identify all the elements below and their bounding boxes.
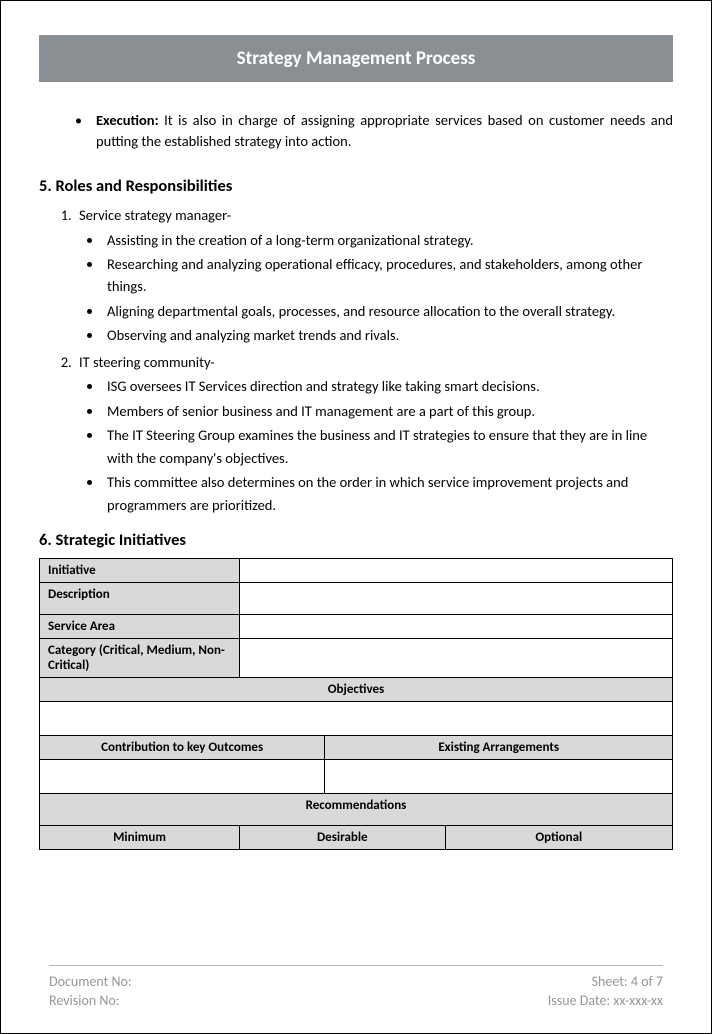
page-footer: Document No: Sheet: 4 of 7 Revision No: … bbox=[49, 965, 663, 1011]
section-5-heading: 5. Roles and Responsibilities bbox=[39, 176, 673, 196]
execution-label: Execution: bbox=[96, 111, 159, 129]
role-1: Service strategy manager- Assisting in t… bbox=[75, 204, 673, 347]
roles-list: Service strategy manager- Assisting in t… bbox=[75, 204, 673, 516]
page-title-banner: Strategy Management Process bbox=[39, 35, 673, 82]
label-service-area: Service Area bbox=[40, 615, 240, 639]
cell-existing-value bbox=[325, 760, 673, 794]
bullet-icon: • bbox=[75, 110, 82, 152]
role-2-sublist: ISG oversees IT Services direction and s… bbox=[103, 375, 673, 516]
label-contribution: Contribution to key Outcomes bbox=[40, 736, 325, 760]
table-row: Category (Critical, Medium, Non-Critical… bbox=[40, 639, 673, 678]
footer-sheet: Sheet: 4 of 7 bbox=[592, 972, 663, 992]
list-item: Aligning departmental goals, processes, … bbox=[103, 300, 673, 322]
label-minimum: Minimum bbox=[40, 826, 240, 850]
label-category: Category (Critical, Medium, Non-Critical… bbox=[40, 639, 240, 678]
label-description: Description bbox=[40, 583, 240, 615]
cell-category-value bbox=[240, 639, 673, 678]
cell-initiative-value bbox=[240, 559, 673, 583]
list-item: The IT Steering Group examines the busin… bbox=[103, 424, 673, 469]
label-initiative: Initiative bbox=[40, 559, 240, 583]
role-1-title: Service strategy manager- bbox=[79, 206, 231, 224]
table-row bbox=[40, 702, 673, 736]
label-objectives: Objectives bbox=[40, 678, 673, 702]
table-row: Recommendations bbox=[40, 794, 673, 826]
label-optional: Optional bbox=[445, 826, 672, 850]
footer-divider bbox=[49, 965, 663, 966]
execution-bullet: • Execution: It is also in charge of ass… bbox=[75, 110, 673, 152]
table-row: Objectives bbox=[40, 678, 673, 702]
footer-issue-date: Issue Date: xx-xxx-xx bbox=[548, 991, 663, 1011]
label-existing: Existing Arrangements bbox=[325, 736, 673, 760]
table-row: Minimum Desirable Optional bbox=[40, 826, 673, 850]
cell-description-value bbox=[240, 583, 673, 615]
role-2: IT steering community- ISG oversees IT S… bbox=[75, 351, 673, 516]
section-6-heading: 6. Strategic Initiatives bbox=[39, 530, 673, 550]
table-row: Contribution to key Outcomes Existing Ar… bbox=[40, 736, 673, 760]
label-desirable: Desirable bbox=[240, 826, 446, 850]
list-item: Assisting in the creation of a long-term… bbox=[103, 229, 673, 251]
footer-rev-no: Revision No: bbox=[49, 991, 120, 1011]
footer-doc-no: Document No: bbox=[49, 972, 132, 992]
execution-text: It is also in charge of assigning approp… bbox=[96, 111, 673, 150]
table-row: Service Area bbox=[40, 615, 673, 639]
label-recommendations: Recommendations bbox=[40, 794, 673, 826]
list-item: Observing and analyzing market trends an… bbox=[103, 324, 673, 346]
cell-service-area-value bbox=[240, 615, 673, 639]
list-item: Members of senior business and IT manage… bbox=[103, 400, 673, 422]
cell-objectives-value bbox=[40, 702, 673, 736]
initiatives-table: Initiative Description Service Area Cate… bbox=[39, 558, 673, 850]
list-item: Researching and analyzing operational ef… bbox=[103, 253, 673, 298]
role-1-sublist: Assisting in the creation of a long-term… bbox=[103, 229, 673, 347]
list-item: ISG oversees IT Services direction and s… bbox=[103, 375, 673, 397]
role-2-title: IT steering community- bbox=[79, 353, 215, 371]
table-row bbox=[40, 760, 673, 794]
table-row: Description bbox=[40, 583, 673, 615]
list-item: This committee also determines on the or… bbox=[103, 471, 673, 516]
table-row: Initiative bbox=[40, 559, 673, 583]
cell-contribution-value bbox=[40, 760, 325, 794]
